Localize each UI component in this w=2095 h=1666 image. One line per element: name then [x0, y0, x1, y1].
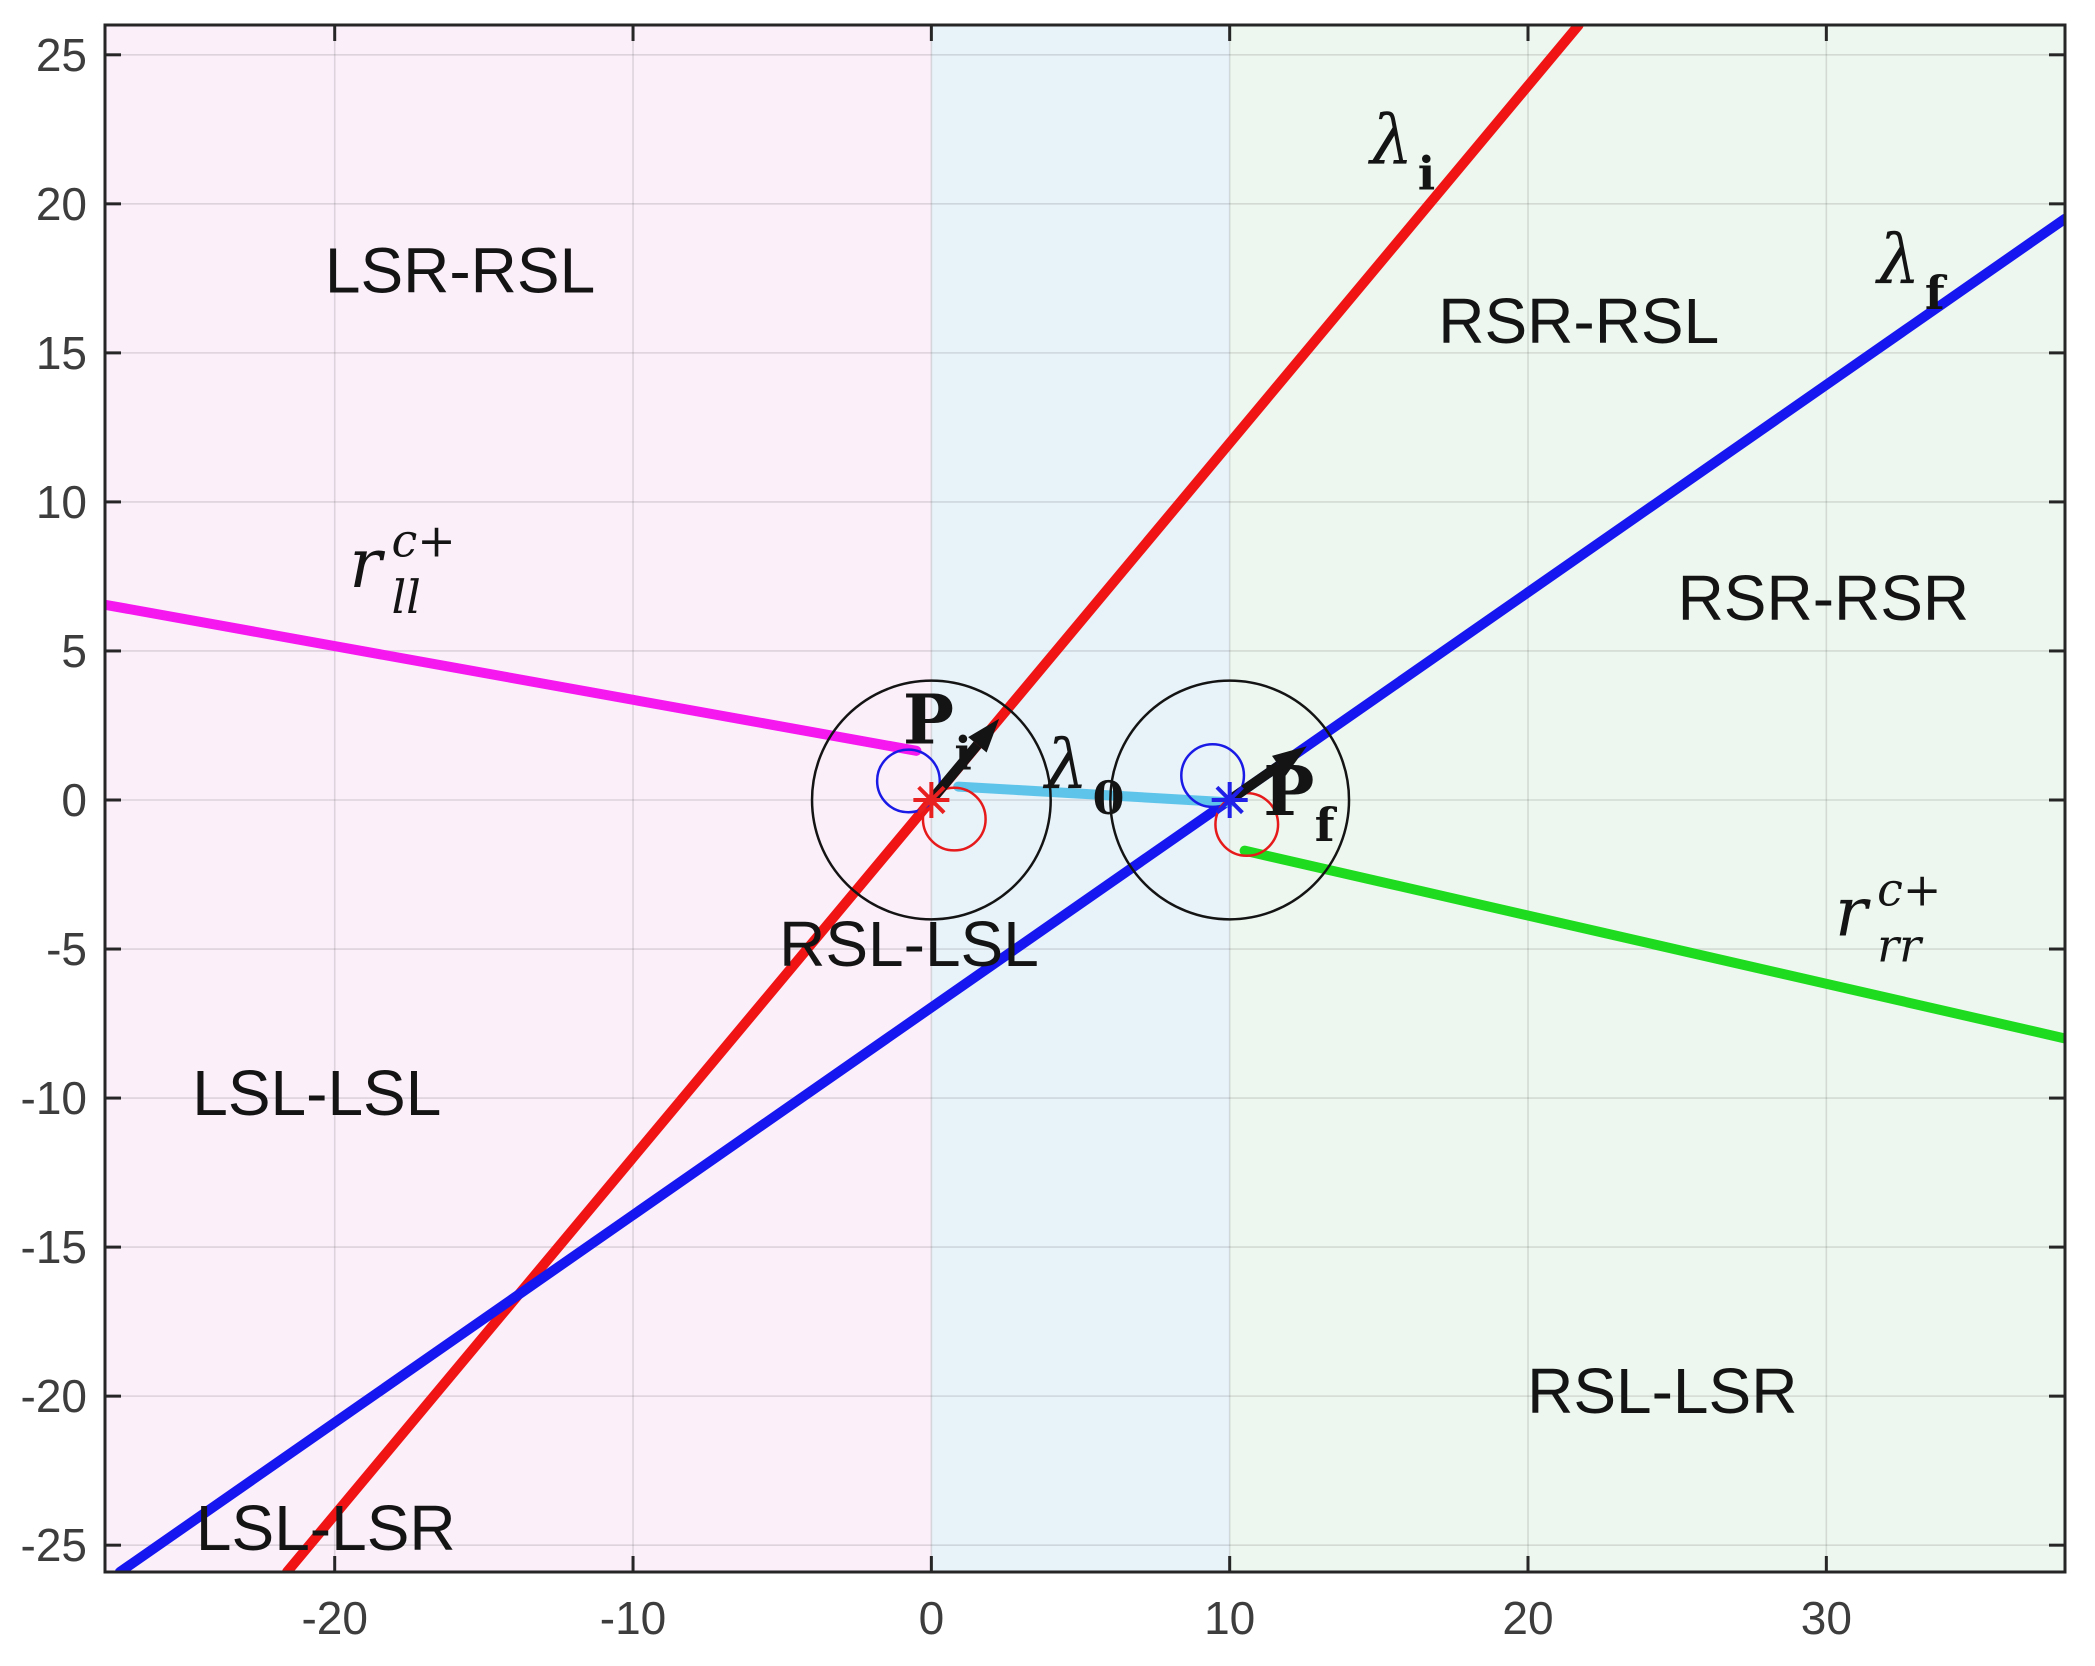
y-tick-label: 15 — [36, 327, 87, 379]
y-tick-label: 10 — [36, 476, 87, 528]
y-tick-label: -25 — [21, 1519, 87, 1571]
pf-label-main: P — [1263, 752, 1314, 832]
marker-Pf — [1211, 781, 1248, 818]
pi-label-sub: i — [954, 726, 971, 780]
x-tick-label: 0 — [919, 1592, 945, 1644]
label-lsl-lsr: LSL-LSR — [196, 1492, 456, 1564]
x-tick-label: 30 — [1801, 1592, 1852, 1644]
r-ll-line — [105, 599, 922, 756]
lambda-f-line — [114, 213, 2065, 1572]
asterisk-spoke — [1215, 785, 1244, 815]
r-rr-line — [1239, 845, 2065, 1044]
y-tick-label: 20 — [36, 178, 87, 230]
heading-arrow-head-Pi — [968, 718, 1000, 753]
outer-circle-pf — [1109, 679, 1351, 921]
lambda-f-label-sub: f — [1925, 266, 1948, 320]
lambda-0-label-main: λ — [1042, 726, 1088, 805]
y-tick-label: -20 — [21, 1370, 87, 1422]
y-tick-label: -15 — [21, 1221, 87, 1273]
y-tick-label: -5 — [46, 923, 87, 975]
left-turn-circle-pf — [1180, 742, 1246, 809]
outer-circle-pi — [810, 679, 1052, 921]
r-ll-label-main: r — [349, 525, 385, 604]
x-tick-label: 10 — [1204, 1592, 1255, 1644]
y-tick-label: 0 — [61, 774, 87, 826]
marker-Pi — [913, 781, 950, 818]
x-tick-label: 20 — [1502, 1592, 1553, 1644]
r-rr-label-main: r — [1835, 874, 1871, 953]
label-lsl-lsl: LSL-LSL — [192, 1057, 441, 1129]
pi-label-main: P — [903, 680, 954, 760]
r-rr-label-sub: rr — [1877, 919, 1924, 973]
lambda-0-line — [953, 781, 1235, 808]
tick-labels: -20 -10 0 10 20 30 -25 -20 -15 -10 -5 0 5 10 15 20 25 — [21, 29, 1852, 1644]
r-ll-label: r c+ll — [349, 514, 456, 624]
x-tick-label: -10 — [600, 1592, 666, 1644]
lambda-0-label-sub: 0 — [1093, 771, 1125, 825]
y-tick-label: 25 — [36, 29, 87, 81]
text-labels: LSR-RSL RSR-RSL RSR-RSR RSL-LSL LSL-LSL LSL-L… — [192, 102, 1969, 1564]
label-rsr-rsl: RSR-RSL — [1438, 285, 1719, 357]
lambda-i-label-sub: i — [1418, 147, 1435, 201]
y-tick-label: -10 — [21, 1072, 87, 1124]
left-turn-circle-pi — [875, 748, 942, 814]
asterisk-spoke — [917, 785, 946, 815]
r-rr-label: r c+rr — [1835, 862, 1942, 972]
lambda-f-label-main: λ — [1874, 221, 1920, 300]
lambda-i-label-main: λ — [1367, 102, 1413, 181]
x-tick-label: -20 — [301, 1592, 367, 1644]
label-lsr-rsl: LSR-RSL — [325, 234, 595, 306]
region-right — [1229, 25, 2065, 1572]
heading-arrow-head-Pf — [1272, 746, 1307, 776]
label-rsr-rsr: RSR-RSR — [1678, 562, 1970, 634]
y-tick-label: 5 — [61, 625, 87, 677]
endpoint-markers — [913, 781, 1248, 818]
r-ll-label-sub: ll — [391, 570, 420, 624]
r-ll-label-sup: c+ — [391, 514, 455, 568]
turning-circles — [810, 679, 1351, 921]
r-rr-label-sup: c+ — [1877, 862, 1941, 916]
right-turn-circle-pi — [921, 786, 987, 852]
region-left — [105, 25, 932, 1572]
axis-box — [103, 23, 2067, 1574]
pf-label-sub: f — [1315, 798, 1338, 852]
label-rsl-lsl: RSL-LSL — [779, 908, 1039, 980]
label-rsl-lsr: RSL-LSR — [1527, 1355, 1797, 1427]
